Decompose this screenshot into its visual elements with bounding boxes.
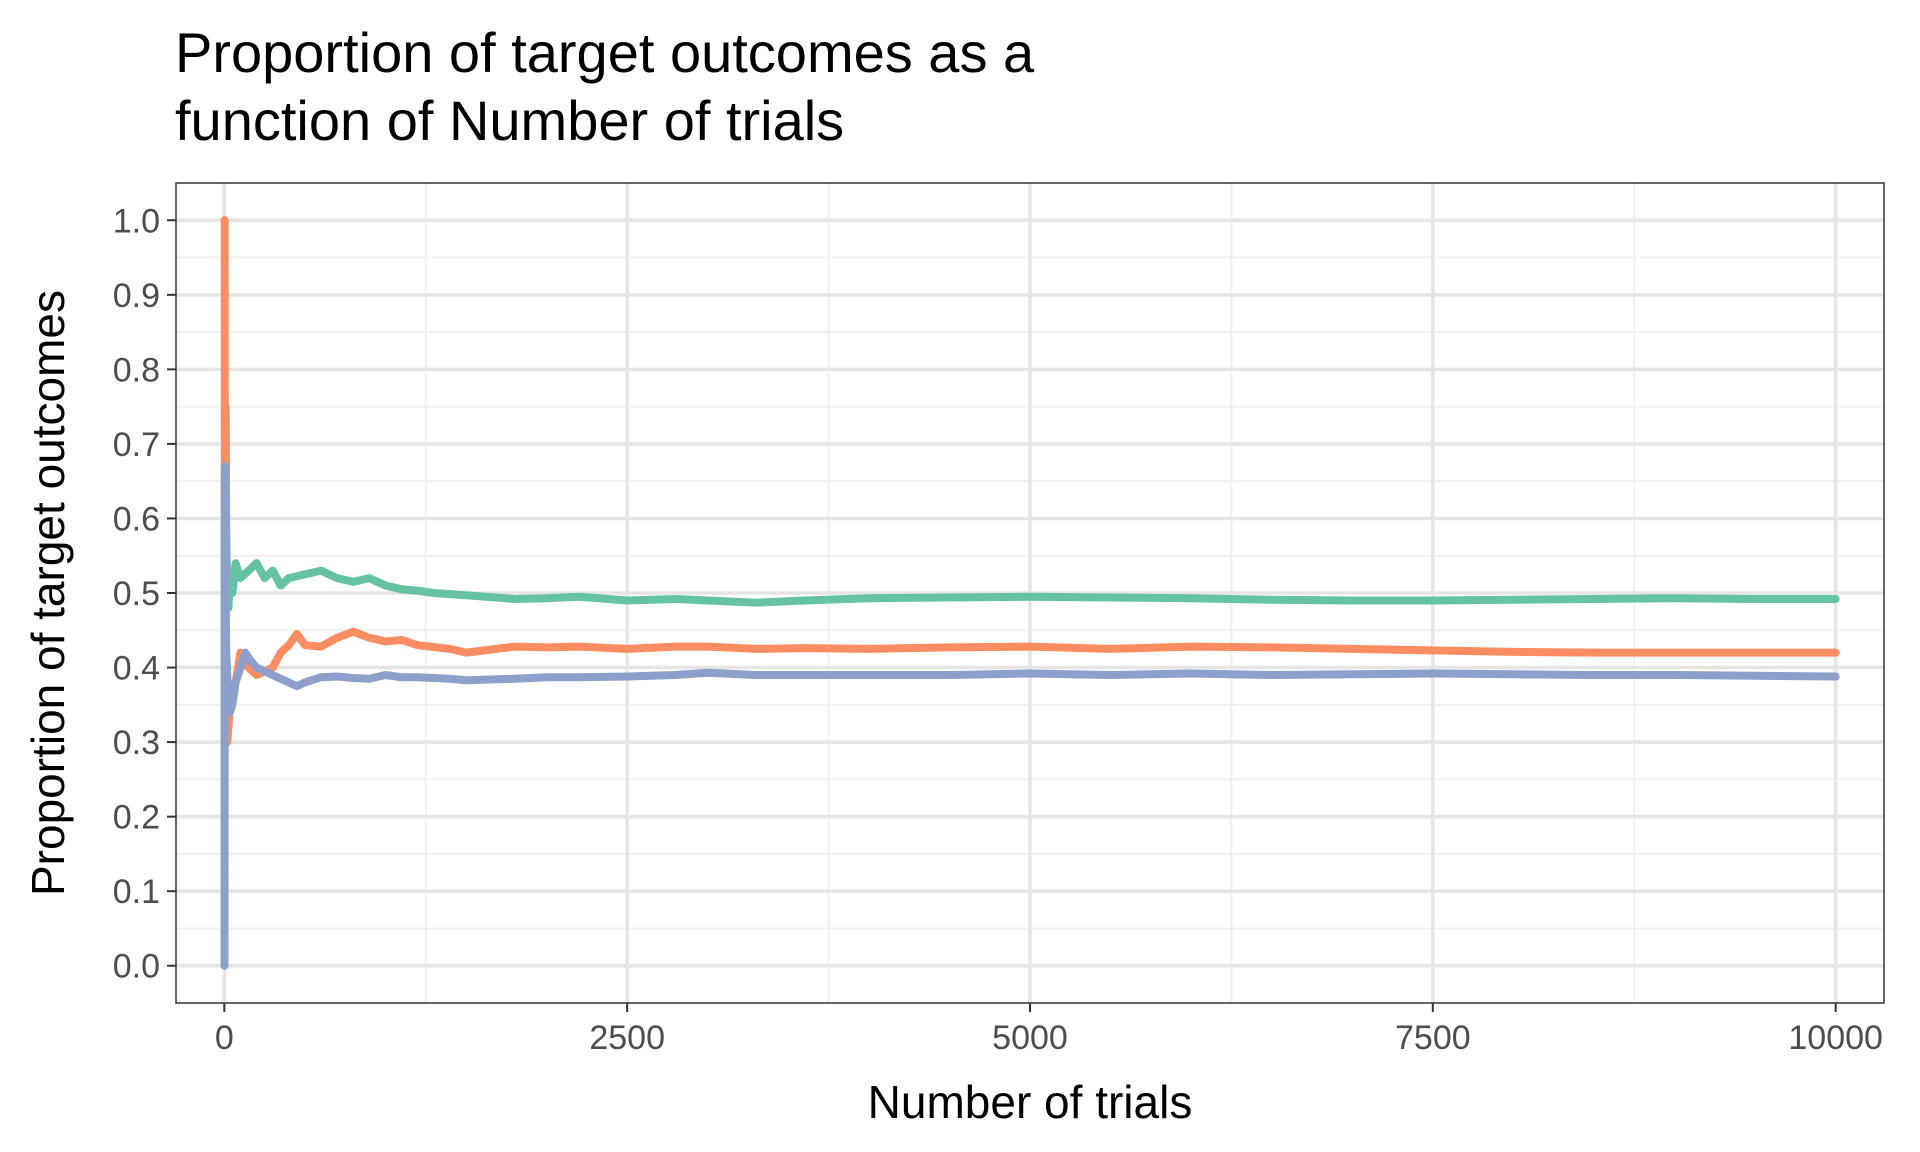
series-lines — [220, 216, 1840, 970]
y-tick-label: 1.0 — [113, 202, 160, 240]
y-tick-label: 0.0 — [113, 948, 160, 986]
series-line-3 — [220, 462, 1840, 970]
x-tick-label: 0 — [215, 1019, 234, 1057]
y-tick-label: 0.9 — [113, 277, 160, 315]
y-tick-label: 0.6 — [113, 500, 160, 538]
x-tick-label: 10000 — [1788, 1019, 1883, 1057]
grid — [176, 183, 1884, 1003]
x-tick-label: 5000 — [992, 1019, 1068, 1057]
series-line-1 — [220, 402, 1840, 970]
y-tick-label: 0.1 — [113, 873, 160, 911]
chart-title-line-2: function of Number of trials — [175, 89, 844, 152]
axis-ticks: 0.0 0.1 0.2 0.3 0.4 0.5 0.6 0.7 0.8 0.9 1.0 0 2500 50… — [113, 202, 1883, 1057]
y-tick-label: 0.7 — [113, 426, 160, 464]
y-tick-label: 0.5 — [113, 575, 160, 613]
y-tick-label: 0.2 — [113, 799, 160, 837]
y-axis-title: Proportion of target outcomes — [22, 290, 74, 896]
y-tick-label: 0.4 — [113, 650, 160, 688]
y-tick-label: 0.8 — [113, 351, 160, 389]
x-tick-label: 2500 — [589, 1019, 665, 1057]
x-axis-title: Number of trials — [868, 1076, 1193, 1128]
chart-title-line-1: Proportion of target outcomes as a — [175, 21, 1035, 84]
x-tick-label: 7500 — [1395, 1019, 1471, 1057]
y-tick-label: 0.3 — [113, 724, 160, 762]
